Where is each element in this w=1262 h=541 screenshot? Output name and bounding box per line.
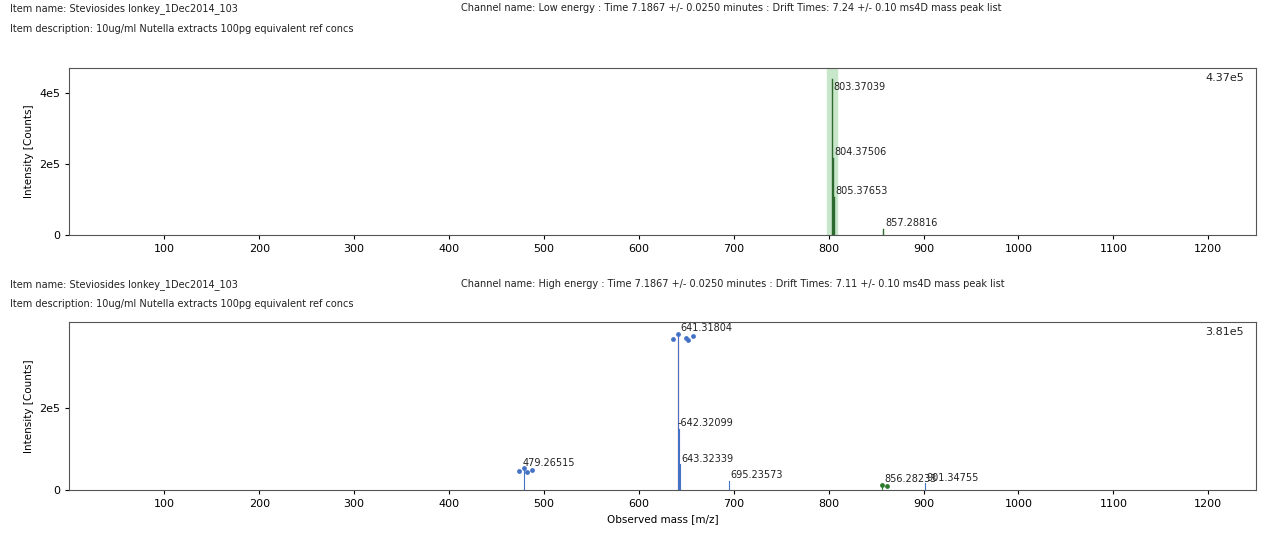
Point [668,329,688,338]
Text: 479.26515: 479.26515 [522,458,575,467]
Point [514,464,534,473]
Text: Item description: 10ug/ml Nutella extracts 100pg equivalent ref concs: Item description: 10ug/ml Nutella extrac… [10,24,353,34]
Point [683,332,703,341]
Y-axis label: Intensity [Counts]: Intensity [Counts] [24,359,34,453]
Text: 804.37506: 804.37506 [834,147,887,157]
Text: 643.32339: 643.32339 [681,454,733,464]
Text: Item description: 10ug/ml Nutella extracts 100pg equivalent ref concs: Item description: 10ug/ml Nutella extrac… [10,299,353,309]
Text: Channel name: Low energy : Time 7.1867 +/- 0.0250 minutes : Drift Times: 7.24 +/: Channel name: Low energy : Time 7.1867 +… [461,3,1001,12]
Point [521,466,541,474]
Text: 856.28233: 856.28233 [883,474,936,484]
Text: -642.32099: -642.32099 [678,418,733,428]
Text: 641.31804: 641.31804 [680,323,732,333]
Text: 901.34755: 901.34755 [926,473,979,483]
Text: 3.81e5: 3.81e5 [1205,327,1244,337]
Text: 4.37e5: 4.37e5 [1205,72,1244,83]
Point [517,468,538,477]
Point [510,466,530,475]
Text: 805.37653: 805.37653 [835,186,888,195]
Bar [827,68,837,235]
Point [664,334,684,343]
Text: 857.28816: 857.28816 [885,217,938,228]
X-axis label: Observed mass [m/z]: Observed mass [m/z] [607,514,718,524]
Y-axis label: Intensity [Counts]: Intensity [Counts] [24,104,34,198]
Point [675,333,695,342]
Point [872,480,892,489]
Text: Item name: Steviosides lonkey_1Dec2014_103: Item name: Steviosides lonkey_1Dec2014_1… [10,279,239,289]
Text: Item name: Steviosides lonkey_1Dec2014_103: Item name: Steviosides lonkey_1Dec2014_1… [10,3,239,14]
Text: 695.23573: 695.23573 [731,470,782,480]
Text: Channel name: High energy : Time 7.1867 +/- 0.0250 minutes : Drift Times: 7.11 +: Channel name: High energy : Time 7.1867 … [461,279,1005,288]
Text: 803.37039: 803.37039 [834,82,886,93]
Point [678,336,698,345]
Point [877,481,897,490]
